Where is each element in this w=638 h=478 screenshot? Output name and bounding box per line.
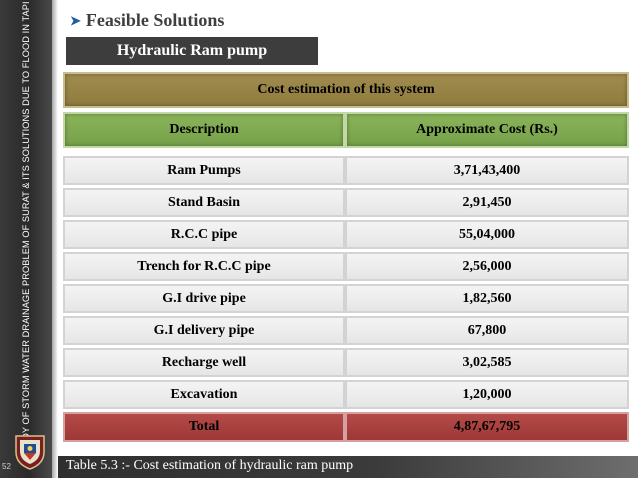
university-emblem-icon — [15, 435, 45, 470]
table-title-row: Cost estimation of this system — [63, 72, 629, 108]
table-row: Ram Pumps 3,71,43,400 — [63, 156, 629, 185]
row-description: Ram Pumps — [63, 156, 345, 185]
row-description: Recharge well — [63, 348, 345, 377]
left-sidebar — [0, 0, 52, 478]
subtitle-text: Hydraulic Ram pump — [116, 42, 268, 59]
column-header-cost: Approximate Cost (Rs.) — [345, 112, 629, 148]
row-description: R.C.C pipe — [63, 220, 345, 249]
row-description: Excavation — [63, 380, 345, 409]
section-heading: ➤ Feasible Solutions — [70, 10, 224, 31]
row-description: Trench for R.C.C pipe — [63, 252, 345, 281]
arrow-bullet-icon: ➤ — [70, 12, 81, 28]
table-total-row: Total 4,87,67,795 — [63, 412, 629, 442]
row-description: G.I delivery pipe — [63, 316, 345, 345]
row-cost: 2,56,000 — [345, 252, 629, 281]
footer-bar — [58, 456, 638, 478]
row-cost: 1,20,000 — [345, 380, 629, 409]
table-row: R.C.C pipe 55,04,000 — [63, 220, 629, 249]
total-cost: 4,87,67,795 — [345, 412, 629, 442]
row-description: Stand Basin — [63, 188, 345, 217]
table-row: Stand Basin 2,91,450 — [63, 188, 629, 217]
section-heading-text: Feasible Solutions — [85, 10, 225, 30]
table-title: Cost estimation of this system — [63, 72, 629, 108]
table-row: Excavation 1,20,000 — [63, 380, 629, 409]
sidebar-shadow — [52, 0, 58, 478]
row-cost: 1,82,560 — [345, 284, 629, 313]
column-header-description: Description — [63, 112, 345, 148]
row-cost: 3,02,585 — [345, 348, 629, 377]
table-row: G.I delivery pipe 67,800 — [63, 316, 629, 345]
vertical-project-title: STUDY OF STORM WATER DRAINAGE PROBLEM OF… — [21, 1, 31, 459]
table-caption: Table 5.3 :- Cost estimation of hydrauli… — [66, 458, 354, 473]
cost-estimation-table: Cost estimation of this system Descripti… — [63, 72, 629, 442]
row-description: G.I drive pipe — [63, 284, 345, 313]
subtitle-bar: Hydraulic Ram pump — [66, 37, 318, 65]
row-cost: 3,71,43,400 — [345, 156, 629, 185]
total-label: Total — [63, 412, 345, 442]
table-row: Recharge well 3,02,585 — [63, 348, 629, 377]
table-row: G.I drive pipe 1,82,560 — [63, 284, 629, 313]
row-cost: 67,800 — [345, 316, 629, 345]
row-cost: 55,04,000 — [345, 220, 629, 249]
table-header-row: Description Approximate Cost (Rs.) — [63, 112, 629, 148]
table-row: Trench for R.C.C pipe 2,56,000 — [63, 252, 629, 281]
row-cost: 2,91,450 — [345, 188, 629, 217]
page-number: 52 — [2, 462, 11, 471]
